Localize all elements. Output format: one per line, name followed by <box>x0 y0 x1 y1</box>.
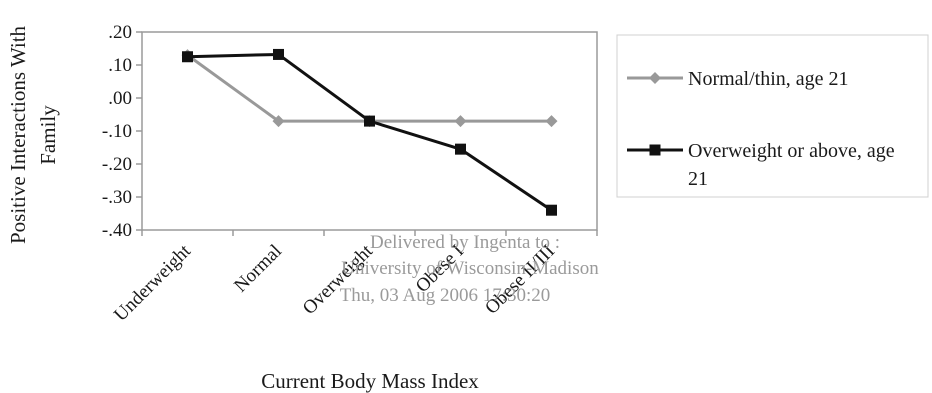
plot-area <box>141 31 598 231</box>
legend-marker <box>649 144 661 156</box>
watermark-line-1: Delivered by Ingenta to : <box>370 232 560 253</box>
y-axis-ticks: .20 .10 .00 -.10 -.20 -.30 -.40 <box>102 22 142 241</box>
data-point <box>273 48 284 60</box>
plot-frame <box>141 31 598 231</box>
data-point <box>545 115 558 128</box>
y-tick-label: .00 <box>108 88 132 109</box>
data-point <box>455 143 466 155</box>
x-tick-label: Normal <box>230 241 286 297</box>
legend-entry-1: Normal/thin, age 21 <box>627 68 849 90</box>
data-point <box>546 204 557 216</box>
data-point <box>364 115 375 127</box>
x-tick-label: Underweight <box>110 240 195 325</box>
y-axis-title: Positive Interactions With Family <box>6 25 60 244</box>
data-point <box>454 115 467 128</box>
y-axis-title-line-1: Positive Interactions With <box>6 25 30 244</box>
x-axis-title: Current Body Mass Index <box>261 369 479 393</box>
x-tick-label: Overweight <box>299 240 378 319</box>
series-2 <box>182 48 557 216</box>
series-line <box>186 53 552 123</box>
y-tick-label: -.30 <box>102 187 132 208</box>
y-tick-label: -.10 <box>102 121 132 142</box>
series-1 <box>181 49 558 128</box>
legend-label: 21 <box>688 168 708 190</box>
legend: Normal/thin, age 21 Overweight or above, … <box>616 34 929 198</box>
y-tick-label: -.40 <box>102 220 132 241</box>
watermark-line-3: Thu, 03 Aug 2006 17:30:20 <box>340 285 551 306</box>
data-point <box>272 115 285 128</box>
legend-entry-2: Overweight or above, age 21 <box>627 140 895 190</box>
legend-marker <box>649 72 661 84</box>
y-tick-label: -.20 <box>102 154 132 175</box>
series-line <box>187 52 553 212</box>
legend-label: Overweight or above, age <box>688 140 895 162</box>
legend-box <box>616 34 929 198</box>
series-layer <box>181 48 558 216</box>
y-axis-title-line-2: Family <box>36 105 60 165</box>
watermark-line-2: University of Wisconsin-Madison <box>341 258 599 279</box>
legend-label: Normal/thin, age 21 <box>688 68 849 90</box>
watermark: Delivered by Ingenta to : University of … <box>340 232 600 306</box>
y-tick-label: .20 <box>108 22 132 43</box>
y-tick-label: .10 <box>108 55 132 76</box>
data-point <box>182 51 193 63</box>
